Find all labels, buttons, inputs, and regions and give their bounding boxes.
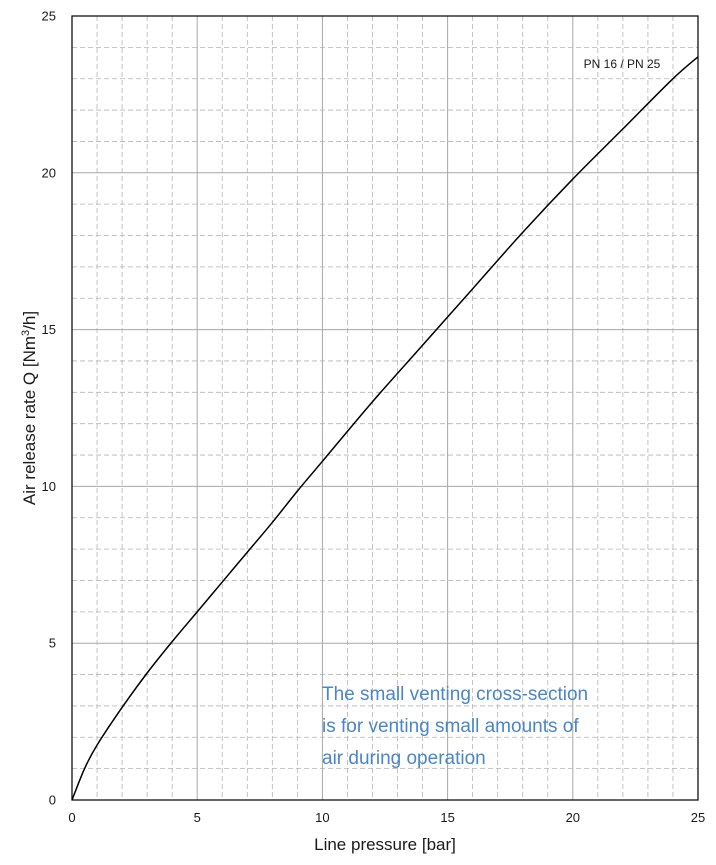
y-tick-label: 15 xyxy=(42,322,56,337)
annotation-line-1: The small venting cross-section xyxy=(322,684,588,705)
x-tick-label: 0 xyxy=(68,810,75,825)
series-layer xyxy=(71,56,699,801)
y-axis-label: Air release rate Q [Nm3/h] xyxy=(20,311,39,505)
major-gridlines xyxy=(72,16,698,800)
y-tick-label: 20 xyxy=(42,165,56,180)
annotation-line-2: is for venting small amounts of xyxy=(322,716,579,737)
series-label: PN 16 / PN 25 xyxy=(584,57,661,71)
y-tick-label: 5 xyxy=(49,636,56,651)
x-tick-label: 10 xyxy=(315,810,329,825)
x-tick-label: 25 xyxy=(691,810,705,825)
annotation-line-3: air during operation xyxy=(322,748,486,769)
minor-gridlines xyxy=(72,16,698,800)
y-axis-label-superscript: 3 xyxy=(20,330,32,336)
x-axis-label: Line pressure [bar] xyxy=(314,835,456,854)
annotation-text: The small venting cross-section is for v… xyxy=(322,684,593,769)
y-tick-label: 10 xyxy=(42,479,56,494)
x-tick-label: 20 xyxy=(566,810,580,825)
x-tick-label: 15 xyxy=(440,810,454,825)
y-tick-label: 25 xyxy=(42,9,56,24)
series-line-1 xyxy=(71,56,699,801)
y-axis-label-main: Air release rate Q [Nm xyxy=(20,336,39,505)
y-axis-label-tail: /h] xyxy=(20,311,39,330)
y-tick-label: 0 xyxy=(49,793,56,808)
tick-labels: 0 5 10 15 20 25 0 5 10 15 20 25 xyxy=(42,9,706,826)
plot-frame xyxy=(71,15,699,801)
x-tick-label: 5 xyxy=(194,810,201,825)
